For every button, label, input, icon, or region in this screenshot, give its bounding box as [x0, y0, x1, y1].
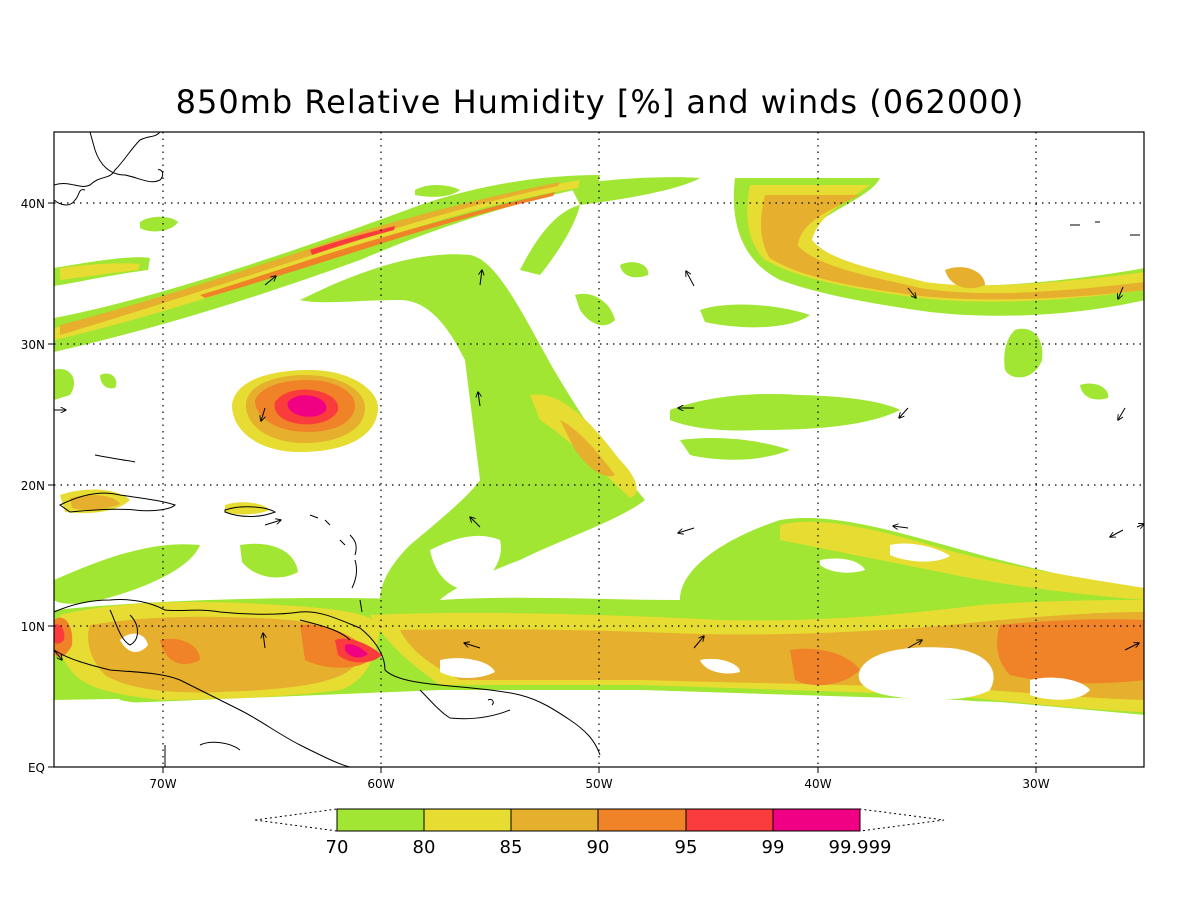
lon-label-70w: 70W: [149, 777, 176, 791]
no-data-region: [54, 690, 1144, 767]
wind-arrow: [264, 276, 276, 286]
colorbar-swatch-95-99: [685, 808, 774, 832]
wind-arrow: [693, 636, 704, 649]
wind-vectors: [53, 270, 1144, 660]
wind-arrow: [1118, 286, 1124, 299]
colorbar-label-99-999: 99.999: [829, 837, 892, 858]
colorbar-swatch-85-90: [510, 808, 599, 832]
colorbar-label-90: 90: [587, 837, 610, 858]
colorbar-label-85: 85: [500, 837, 523, 858]
colorbar-label-70: 70: [326, 837, 349, 858]
humidity-99-plus-band: [287, 395, 368, 658]
lon-label-50w: 50W: [585, 777, 612, 791]
lat-label-40n: 40N: [21, 197, 45, 211]
colorbar-label-80: 80: [413, 837, 436, 858]
colorbar-high-extension: [859, 808, 945, 832]
wind-arrow: [264, 520, 281, 526]
lat-label-10n: 10N: [21, 620, 45, 634]
lat-label-20n: 20N: [21, 479, 45, 493]
wind-arrow: [907, 287, 916, 298]
colorbar-swatch-90-95: [597, 808, 687, 832]
colorbar-label-99: 99: [762, 837, 785, 858]
wind-arrow: [678, 527, 695, 533]
wind-arrow: [480, 270, 482, 286]
colorbar-label-95: 95: [675, 837, 698, 858]
lon-label-40w: 40W: [804, 777, 831, 791]
lon-label-60w: 60W: [367, 777, 394, 791]
wind-arrow: [1110, 529, 1124, 537]
axis-ticks: [48, 202, 1037, 773]
coastlines: [54, 132, 1140, 767]
lon-label-30w: 30W: [1022, 777, 1049, 791]
wind-arrow: [686, 271, 695, 287]
lat-label-eq: EQ: [28, 761, 45, 775]
colorbar-swatch-80-85: [423, 808, 512, 832]
wind-arrow: [263, 633, 265, 649]
wind-arrow: [464, 643, 481, 649]
wind-arrow: [261, 407, 266, 421]
wind-arrow: [893, 526, 909, 528]
wind-arrow: [1136, 524, 1144, 527]
wind-arrow: [470, 517, 481, 528]
wind-arrow: [907, 640, 922, 649]
wind-arrow: [53, 649, 62, 660]
wind-arrow: [899, 407, 909, 418]
colorbar-swatch-99-plus: [772, 808, 861, 832]
wind-arrow: [1118, 407, 1126, 420]
colorbar-low-extension: [254, 808, 338, 832]
map-title: 850mb Relative Humidity [%] and winds (0…: [176, 83, 1025, 121]
colorbar: 70 80 85 90 95 99 99.999: [254, 808, 945, 858]
colorbar-swatch-70-80: [336, 808, 425, 832]
wind-arrow: [1124, 643, 1139, 651]
dry-areas: [120, 515, 1090, 700]
wind-arrow: [478, 392, 480, 407]
lat-label-30n: 30N: [21, 338, 45, 352]
